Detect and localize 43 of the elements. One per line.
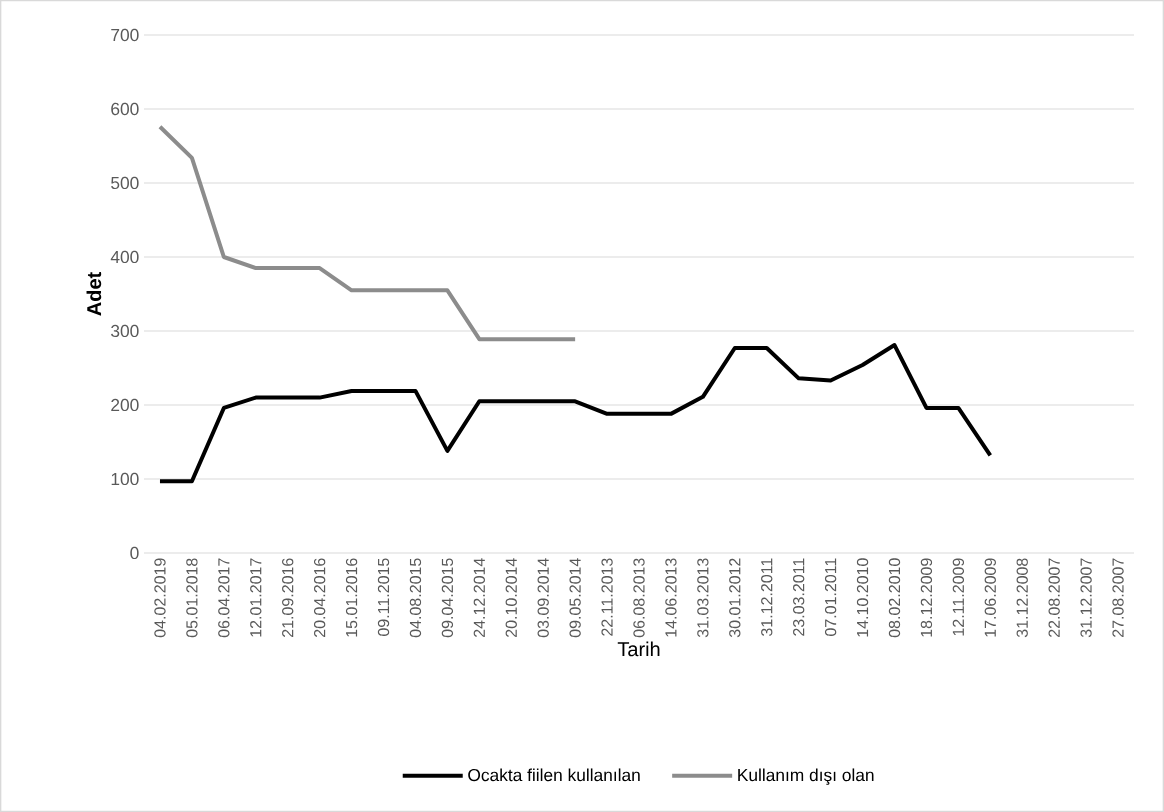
x-tick-label: 31.12.2007 <box>1080 558 1092 638</box>
y-tick-label: 0 <box>130 546 139 560</box>
x-axis-title: Tarih <box>617 641 660 657</box>
y-tick-label: 400 <box>110 250 139 264</box>
y-tick-label: 300 <box>111 324 139 338</box>
x-tick-label: 31.03.2013 <box>697 558 709 638</box>
x-tick-label: 18.12.2009 <box>920 558 933 637</box>
x-tick-label: 09.11.2015 <box>377 558 390 636</box>
x-tick-label: 22.08.2007 <box>1048 558 1060 637</box>
y-tick-label: 200 <box>111 398 139 412</box>
x-tick-label: 24.12.2014 <box>473 558 485 637</box>
x-tick-label: 31.12.2008 <box>1016 558 1028 638</box>
x-tick-label: 09.04.2015 <box>441 558 454 638</box>
x-tick-label: 06.08.2013 <box>633 558 645 638</box>
x-tick-label: 15.01.2016 <box>345 558 358 637</box>
legend-label: Ocakta fiilen kullanılan <box>468 768 640 782</box>
x-tick-label: 09.05.2014 <box>569 558 581 638</box>
x-tick-label: 08.02.2010 <box>888 558 901 638</box>
x-tick-label: 20.10.2014 <box>505 558 517 637</box>
x-tick-label: 12.11.2009 <box>952 558 965 636</box>
x-tick-label: 14.06.2013 <box>665 558 677 637</box>
x-tick-label: 05.01.2018 <box>186 558 198 638</box>
y-tick-label: 100 <box>111 472 139 486</box>
x-tick-label: 22.11.2013 <box>601 558 613 636</box>
legend-label: Kullanım dışı olan <box>738 768 874 785</box>
x-tick-label: 20.04.2016 <box>313 558 326 637</box>
x-tick-label: 04.08.2015 <box>409 558 422 638</box>
y-tick-label: 500 <box>111 176 139 190</box>
y-axis-title: Adet <box>86 272 102 316</box>
x-tick-label: 06.04.2017 <box>218 558 230 638</box>
x-tick-label: 30.01.2012 <box>729 558 741 638</box>
y-tick-label: 700 <box>111 28 139 42</box>
x-tick-label: 21.09.2016 <box>282 558 294 637</box>
y-tick-label: 600 <box>111 102 139 116</box>
x-tick-label: 23.03.2011 <box>793 558 805 636</box>
x-tick-label: 31.12.2011 <box>761 558 773 636</box>
x-tick-label: 27.08.2007 <box>1112 558 1124 637</box>
x-tick-label: 03.09.2014 <box>537 558 549 638</box>
x-tick-label: 04.02.2019 <box>154 558 166 638</box>
x-tick-label: 17.06.2009 <box>984 558 996 637</box>
x-tick-label: 14.10.2010 <box>856 558 869 637</box>
x-tick-label: 12.01.2017 <box>250 558 262 637</box>
x-tick-label: 07.01.2011 <box>824 558 837 636</box>
